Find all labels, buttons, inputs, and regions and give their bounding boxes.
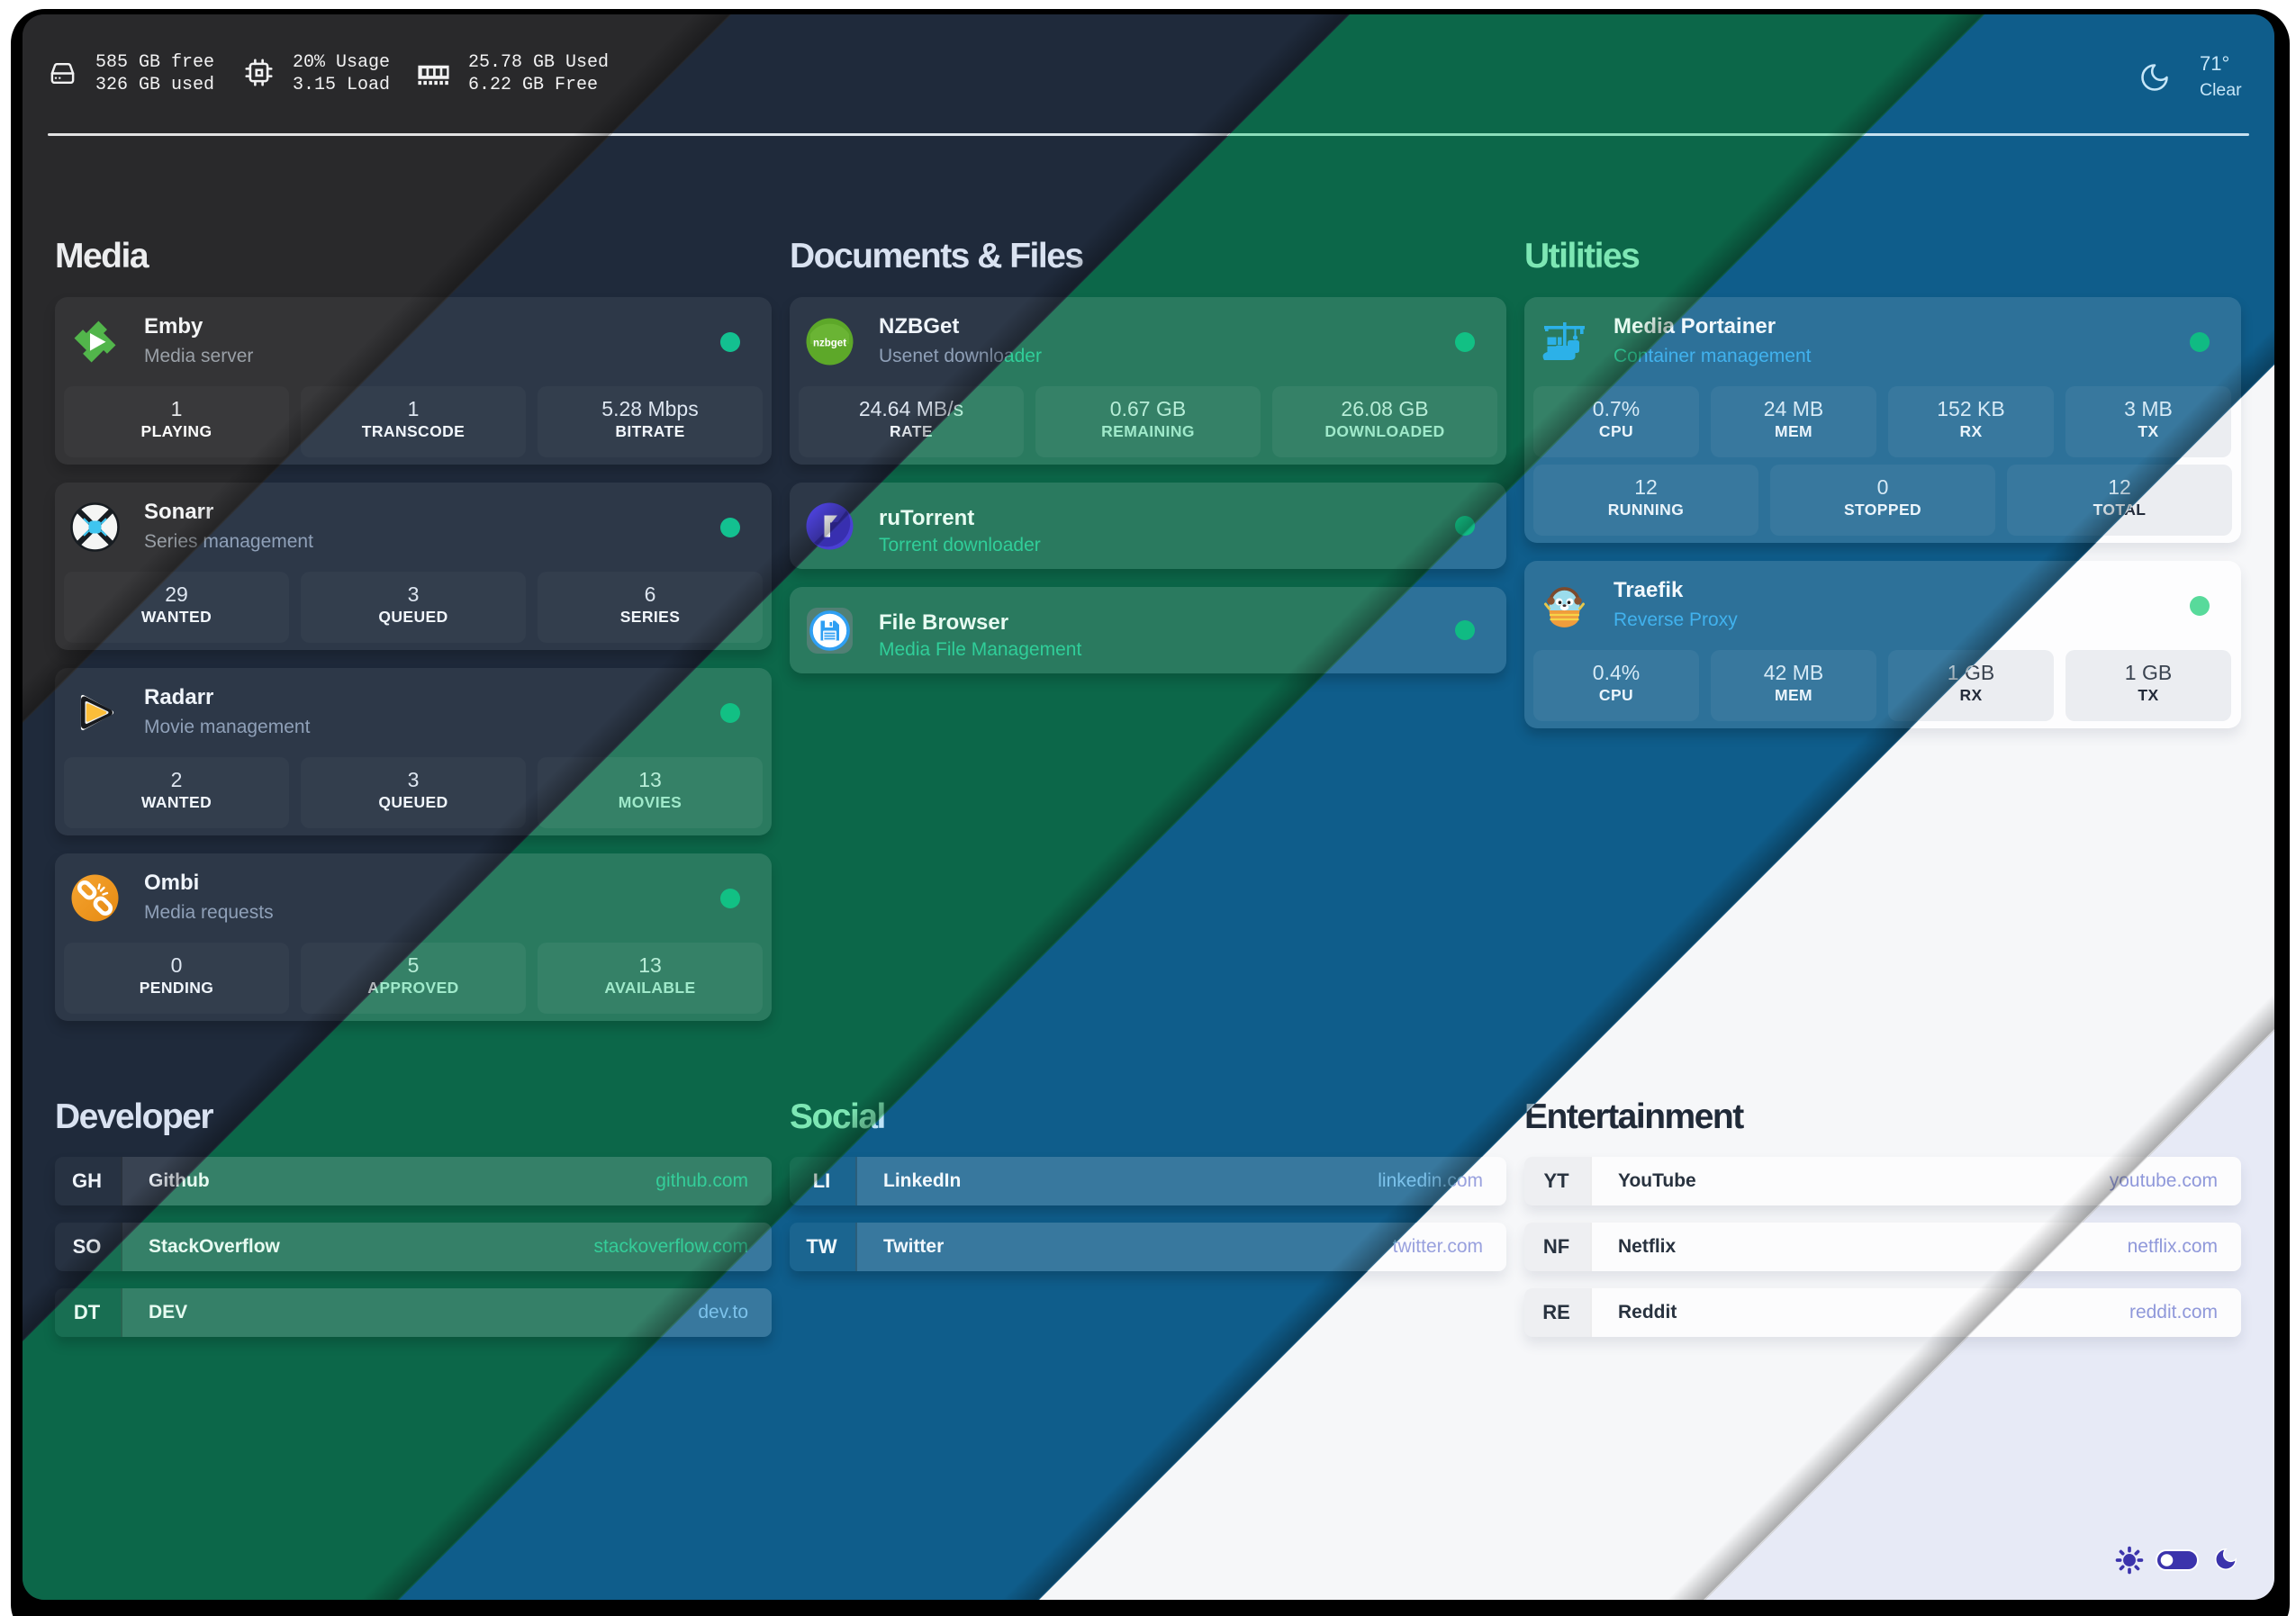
svg-text:nzbget: nzbget: [813, 339, 846, 349]
